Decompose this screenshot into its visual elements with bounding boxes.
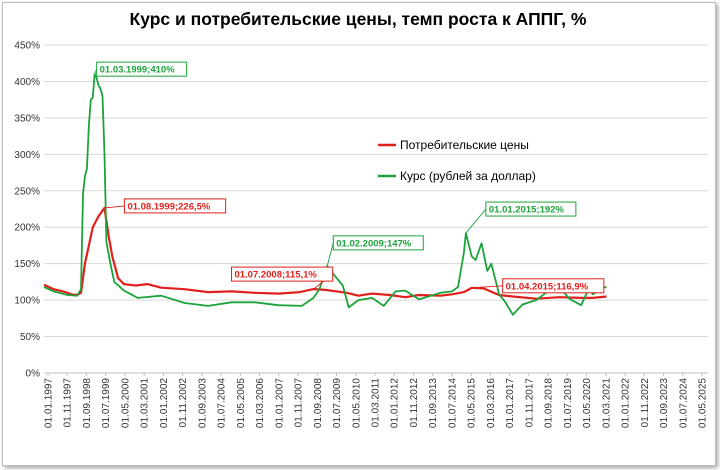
x-tick-label: 01.11.2007	[294, 378, 305, 428]
x-tick-label: 01.11.2022	[640, 378, 651, 428]
annotation-label: 01.01.2015;192%	[489, 205, 565, 216]
annotation-leader	[465, 208, 487, 234]
x-tick-label: 01.07.2014	[447, 378, 458, 428]
x-tick-label: 01.09.2018	[544, 378, 555, 428]
x-tick-label: 01.01.2007	[274, 378, 285, 428]
x-tick-label: 01.01.1997	[44, 378, 55, 428]
y-tick-label: 350%	[14, 113, 40, 124]
y-tick-label: 400%	[14, 77, 40, 88]
y-tick-label: 150%	[14, 259, 40, 270]
annotation-box	[502, 278, 605, 294]
annotation-box	[230, 266, 334, 282]
x-tick-label: 01.03.2001	[140, 378, 151, 428]
y-tick-label: 200%	[14, 223, 40, 234]
chart-frame	[2, 2, 716, 466]
x-tick-label: 01.01.2012	[390, 378, 401, 428]
annotation-label: 01.08.1999;226,5%	[127, 201, 210, 212]
x-tick-label: 01.05.2015	[467, 378, 478, 428]
x-tick-label: 01.05.2005	[236, 378, 247, 428]
x-tick-label: 01.09.1998	[82, 378, 93, 428]
x-tick-label: 01.03.2021	[601, 378, 612, 428]
annotation-label: 01.04.2015;116,9%	[506, 281, 589, 292]
x-tick-label: 01.11.2012	[409, 378, 420, 428]
x-tick-label: 01.09.2003	[197, 378, 208, 428]
x-tick-label: 01.09.2023	[659, 378, 670, 428]
x-tick-label: 01.03.2011	[371, 378, 382, 428]
annotation-leader	[471, 285, 503, 289]
x-tick-label: 01.03.2016	[486, 378, 497, 428]
y-tick-label: 300%	[14, 150, 40, 161]
annotation-box	[96, 61, 188, 77]
x-tick-label: 01.07.2024	[678, 378, 689, 428]
annotation-label: 01.03.1999;410%	[100, 65, 176, 76]
chart-title: Курс и потребительские цены, темп роста …	[129, 9, 587, 29]
y-tick-label: 100%	[14, 296, 40, 307]
x-tick-label: 01.11.2017	[524, 378, 535, 428]
x-tick-label: 01.07.2004	[217, 378, 228, 428]
x-tick-label: 01.07.2009	[332, 378, 343, 428]
annotation-box	[332, 235, 424, 251]
y-tick-label: 250%	[14, 186, 40, 197]
annotation-box	[485, 201, 577, 217]
annotation-label: 01.02.2009;147%	[336, 238, 412, 249]
x-tick-label: 01.09.2013	[428, 378, 439, 428]
annotation-label: 01.07.2008;115,1%	[234, 270, 317, 281]
x-tick-label: 01.07.1999	[101, 378, 112, 428]
y-tick-label: 450%	[14, 41, 40, 52]
annotation-leader	[326, 242, 334, 266]
y-tick-label: 50%	[20, 332, 40, 343]
annotation-leader	[104, 205, 125, 209]
y-tick-label: 0%	[26, 369, 41, 380]
x-tick-label: 01.01.2017	[505, 378, 516, 428]
x-tick-label: 01.11.2002	[178, 378, 189, 428]
x-tick-label: 01.05.2020	[582, 378, 593, 428]
x-tick-label: 01.05.2010	[351, 378, 362, 428]
x-tick-label: 01.09.2008	[313, 378, 324, 428]
x-tick-label: 01.01.2002	[159, 378, 170, 428]
series-line-cpi	[43, 206, 607, 300]
x-tick-label: 01.11.1997	[63, 378, 74, 428]
x-tick-label: 01.03.2006	[255, 378, 266, 428]
legend-label: Курс (рублей за доллар)	[400, 169, 536, 183]
x-tick-label: 01.07.2019	[563, 378, 574, 428]
x-tick-label: 01.05.2025	[698, 378, 709, 428]
legend-label: Потребительские цены	[400, 138, 529, 152]
x-tick-label: 01.01.2022	[621, 378, 632, 428]
x-tick-label: 01.05.2000	[120, 378, 131, 428]
annotation-box	[123, 198, 227, 214]
